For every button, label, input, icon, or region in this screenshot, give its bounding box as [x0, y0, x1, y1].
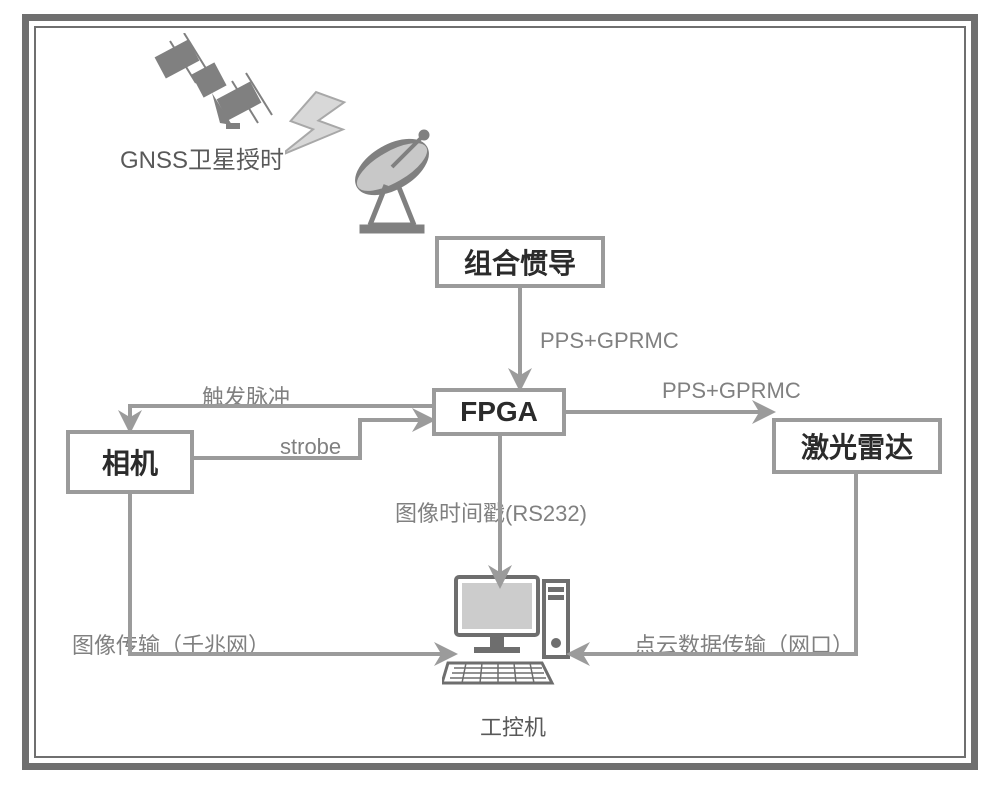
node-ins: 组合惯导 — [435, 236, 605, 288]
node-camera: 相机 — [66, 430, 194, 494]
node-lidar: 激光雷达 — [772, 418, 942, 474]
label-pps1-text: PPS+GPRMC — [540, 328, 679, 353]
label-strobe: strobe — [280, 434, 341, 460]
label-trigger-text: 触发脉冲 — [202, 385, 290, 410]
node-ins-label: 组合惯导 — [464, 242, 576, 282]
dish-icon — [330, 125, 460, 250]
label-imgts: 图像时间戳(RS232) — [395, 496, 587, 528]
label-gnss-text: GNSS卫星授时 — [120, 147, 284, 174]
satellite-icon — [150, 33, 280, 148]
node-lidar-label: 激光雷达 — [801, 426, 913, 466]
node-fpga: FPGA — [432, 388, 566, 436]
node-fpga-label: FPGA — [460, 396, 538, 428]
label-pcdtx: 点云数据传输（网口） — [634, 628, 854, 660]
label-pcdtx-text: 点云数据传输（网口） — [634, 633, 854, 658]
label-trigger: 触发脉冲 — [202, 380, 290, 412]
label-pps2-text: PPS+GPRMC — [662, 378, 801, 403]
node-camera-label: 相机 — [102, 442, 158, 482]
label-pc: 工控机 — [480, 710, 546, 742]
label-pc-text: 工控机 — [480, 715, 546, 740]
label-strobe-text: strobe — [280, 434, 341, 459]
label-pps1: PPS+GPRMC — [540, 328, 679, 354]
label-imgtx-text: 图像传输（千兆网） — [72, 633, 270, 658]
label-pps2: PPS+GPRMC — [662, 378, 801, 404]
label-imgts-text: 图像时间戳(RS232) — [395, 501, 587, 526]
diagram-canvas: 组合惯导 FPGA 相机 激光雷达 GNSS卫星授时 PPS+GPRMC PPS… — [0, 0, 1000, 785]
label-gnss: GNSS卫星授时 — [120, 140, 284, 175]
pc-icon — [442, 571, 582, 696]
label-imgtx: 图像传输（千兆网） — [72, 628, 270, 660]
